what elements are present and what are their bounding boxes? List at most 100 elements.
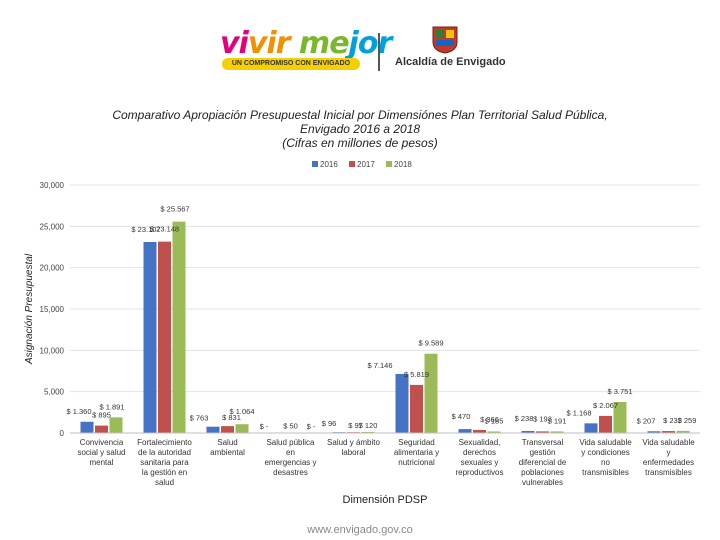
- data-label-2018-0: $ 1.891: [99, 402, 124, 411]
- bar-2016-2: [206, 426, 220, 433]
- x-category-label: Vida saludable: [642, 438, 695, 447]
- x-category-label: en: [286, 448, 295, 457]
- x-category-label: salud: [155, 478, 174, 487]
- x-category-label: sexuales y: [461, 458, 499, 467]
- data-label-2016-2: $ 763: [190, 414, 209, 423]
- x-category-label: Vida saludable: [579, 438, 632, 447]
- data-label-2017-9: $ 233: [663, 416, 682, 425]
- bar-2017-8: [599, 415, 612, 433]
- data-label-2016-9: $ 207: [637, 416, 656, 425]
- bar-2018-7: [550, 431, 564, 433]
- data-label-2018-2: $ 1.064: [229, 407, 254, 416]
- x-category-label: nutricional: [398, 458, 435, 467]
- bar-2018-9: [676, 430, 690, 433]
- y-tick-label: 20,000: [40, 264, 65, 273]
- vivir-mejor-logo: vivir mejor: [220, 26, 392, 61]
- bar-2017-2: [221, 426, 234, 433]
- x-category-label: de la autoridad: [138, 448, 191, 457]
- logo-divider: [378, 33, 380, 71]
- data-label-2016-0: $ 1.360: [66, 407, 91, 416]
- x-category-label: no: [601, 458, 610, 467]
- x-category-label: reproductivos: [455, 468, 503, 477]
- footer-url: www.envigado.gov.co: [307, 524, 413, 536]
- data-label-2017-3: $ 50: [283, 422, 298, 431]
- data-label-2018-3: $ -: [307, 422, 316, 431]
- data-label-2017-2: $ 831: [222, 413, 241, 422]
- x-category-label: diferencial de: [519, 458, 567, 467]
- data-label-2016-4: $ 96: [322, 419, 337, 428]
- x-category-label: enfermedades: [643, 458, 694, 467]
- data-label-2018-9: $ 259: [678, 416, 697, 425]
- x-category-label: derechos: [463, 448, 496, 457]
- legend-label-2017: 2017: [357, 160, 375, 169]
- data-label-2016-1: $ 23.107: [131, 225, 160, 234]
- bar-2018-6: [487, 431, 501, 433]
- bar-2016-6: [458, 429, 472, 433]
- x-category-label: poblaciones: [521, 468, 564, 477]
- bar-2017-5: [410, 384, 423, 433]
- x-category-label: Salud: [217, 438, 237, 447]
- x-category-label: desastres: [273, 468, 308, 477]
- x-category-label: Fortalecimiento: [137, 438, 192, 447]
- data-label-2016-6: $ 470: [452, 412, 471, 421]
- data-label-2018-5: $ 9.589: [418, 339, 443, 348]
- x-category-label: transmisibles: [645, 468, 692, 477]
- bar-2018-8: [613, 401, 627, 433]
- bar-2018-1: [172, 221, 186, 433]
- data-label-2016-7: $ 238: [515, 414, 534, 423]
- x-category-label: Transversal: [522, 438, 564, 447]
- data-label-2017-8: $ 2.067: [593, 401, 618, 410]
- data-label-2016-5: $ 7.146: [367, 361, 392, 370]
- x-category-label: transmisibles: [582, 468, 629, 477]
- data-label-2018-7: $ 191: [548, 416, 567, 425]
- data-label-2016-3: $ -: [260, 422, 269, 431]
- x-category-label: social y salud: [77, 448, 125, 457]
- bar-2017-9: [662, 431, 675, 433]
- x-category-label: Convivencia: [80, 438, 124, 447]
- x-axis-title: Dimensión PDSP: [343, 494, 428, 506]
- bar-2018-2: [235, 424, 249, 433]
- data-label-2017-1: $ 23.148: [150, 225, 179, 234]
- header: vivir mejor UN COMPROMISO CON ENVIGADO A…: [0, 0, 720, 90]
- data-label-2017-7: $ 193: [533, 414, 552, 423]
- x-category-label: y condiciones: [581, 448, 629, 457]
- x-category-label: vulnerables: [522, 478, 563, 487]
- bar-2016-8: [584, 423, 598, 433]
- x-category-label: la gestión en: [142, 468, 187, 477]
- logo-tagline: UN COMPROMISO CON ENVIGADO: [222, 58, 360, 70]
- bar-2016-7: [521, 431, 535, 433]
- bar-2017-7: [536, 431, 549, 433]
- bar-2017-6: [473, 429, 486, 433]
- data-label-2018-6: $ 185: [485, 416, 504, 425]
- bar-2018-0: [109, 417, 123, 433]
- y-axis-label: Asignación Presupuestal: [24, 253, 35, 365]
- legend-swatch-2018: [386, 161, 392, 167]
- y-tick-label: 0: [60, 429, 65, 438]
- x-category-label: alimentaria y: [394, 448, 439, 457]
- x-category-label: Sexualidad,: [459, 438, 501, 447]
- bar-2016-5: [395, 373, 409, 433]
- legend-swatch-2016: [312, 161, 318, 167]
- data-label-2016-8: $ 1.168: [566, 408, 591, 417]
- x-category-label: laboral: [341, 448, 365, 457]
- x-category-label: Salud y ámbito: [327, 438, 380, 447]
- x-category-label: Salud pública: [266, 438, 315, 447]
- data-label-2017-6: $ 366: [480, 415, 499, 424]
- y-tick-label: 30,000: [40, 181, 65, 190]
- x-category-label: mental: [89, 458, 113, 467]
- y-tick-label: 10,000: [40, 346, 65, 355]
- y-tick-label: 25,000: [40, 222, 65, 231]
- x-category-label: sanitaria para: [140, 458, 189, 467]
- x-category-label: emergencias y: [264, 458, 316, 467]
- bar-2016-1: [143, 241, 157, 433]
- data-label-2017-5: $ 5.819: [404, 370, 429, 379]
- x-category-label: y: [667, 448, 671, 457]
- data-label-2017-4: $ 97: [348, 421, 363, 430]
- y-tick-label: 15,000: [40, 305, 65, 314]
- bar-2017-0: [95, 425, 108, 433]
- chart-title-line: Comparativo Apropiación Presupuestal Ini…: [112, 108, 607, 122]
- data-label-2018-1: $ 25.567: [160, 205, 189, 214]
- x-category-label: gestión: [530, 448, 556, 457]
- envigado-seal-icon: [432, 26, 458, 54]
